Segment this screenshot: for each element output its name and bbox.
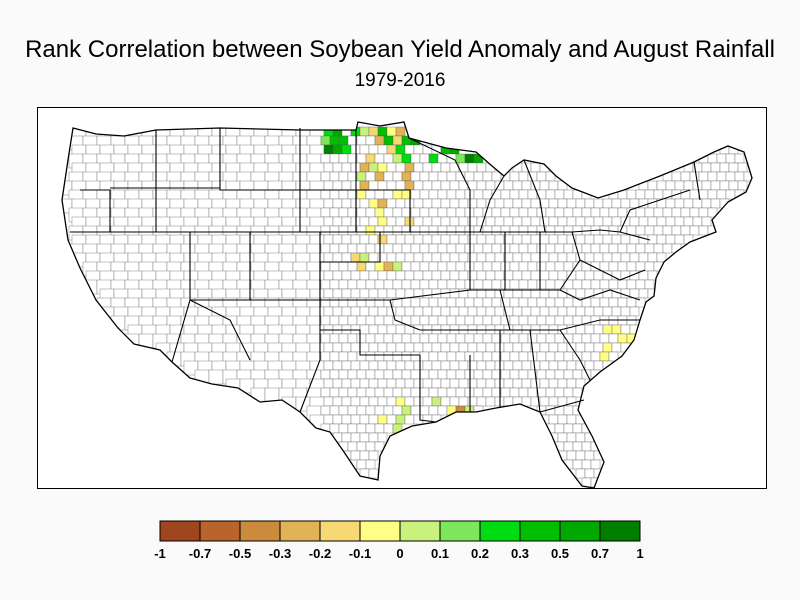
legend-tick-label: 0.5 [550, 546, 570, 561]
county-cell [743, 171, 752, 182]
map-title: Rank Correlation between Soybean Yield A… [25, 36, 775, 63]
legend-tick-label: -0.1 [348, 546, 372, 561]
legend-tick-label: 0.1 [430, 546, 450, 561]
legend-tick-label: 1 [636, 546, 644, 561]
county-layer [62, 126, 752, 488]
legend-tick-label: -0.7 [188, 546, 212, 561]
legend-color-box [319, 520, 361, 542]
legend-tick-label: -0.5 [228, 546, 252, 561]
legend-color-box [519, 520, 561, 542]
legend-color-box [239, 520, 281, 542]
county-cell [635, 297, 646, 308]
legend-tick-label: -0.2 [308, 546, 332, 561]
legend-color-box [599, 520, 641, 542]
legend-tick-label: 0 [396, 546, 404, 561]
legend-color-box [279, 520, 321, 542]
county-cell [707, 207, 718, 218]
legend-color-box [439, 520, 481, 542]
legend-tick-label: 0.3 [510, 546, 530, 561]
map-subtitle: 1979-2016 [354, 70, 446, 91]
legend-color-box [479, 520, 521, 542]
legend-color-box [159, 520, 201, 542]
legend-tick-label: 0.2 [470, 546, 490, 561]
legend-tick-label: -0.3 [268, 546, 292, 561]
legend-tick-label: 0.7 [590, 546, 610, 561]
legend-tick-label: -1 [154, 546, 166, 561]
legend-color-box [199, 520, 241, 542]
legend-color-box [399, 520, 441, 542]
legend-color-box [359, 520, 401, 542]
legend-color-box [559, 520, 601, 542]
